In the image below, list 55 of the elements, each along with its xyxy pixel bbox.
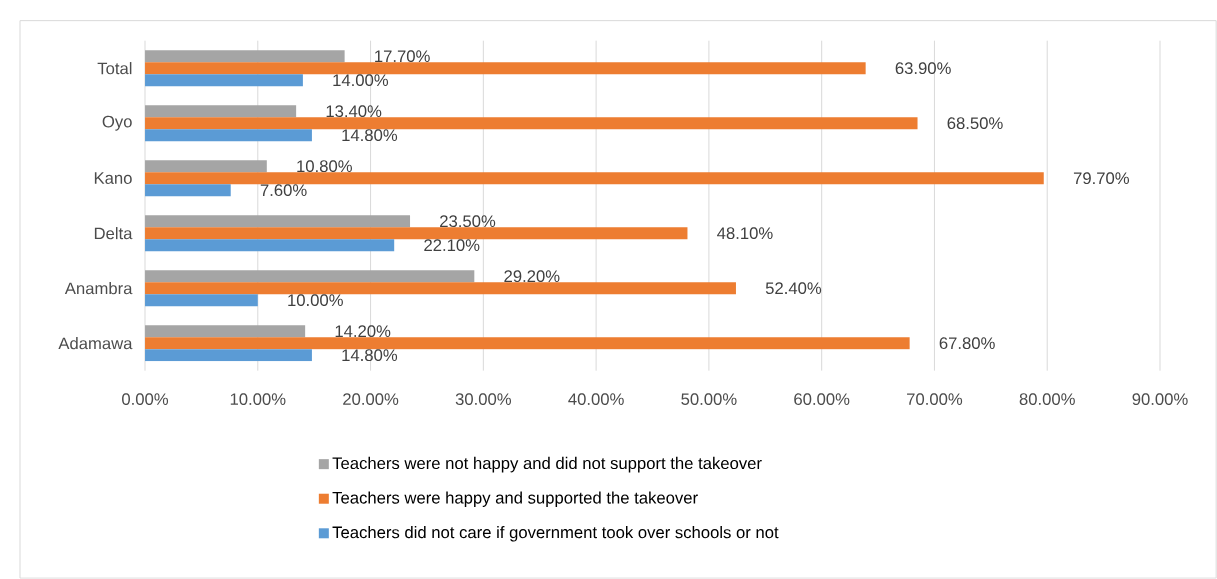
legend-label: Teachers were happy and supported the takeover: [332, 491, 698, 507]
bar: [145, 129, 312, 142]
data-label: 52.40%: [765, 282, 822, 295]
x-tick-label: 90.00%: [1132, 393, 1188, 406]
x-tick-label: 10.00%: [230, 393, 286, 406]
data-label: 48.10%: [717, 227, 773, 240]
y-tick-label: Oyo: [102, 115, 132, 131]
data-label: 22.10%: [424, 239, 480, 252]
bar: [145, 325, 306, 338]
bar: [145, 172, 1044, 185]
bar: [145, 239, 395, 252]
legend-label: Teachers did not care if government took over schools or not: [332, 526, 779, 542]
data-label: 14.80%: [342, 129, 398, 142]
data-label: 14.00%: [333, 74, 389, 87]
data-label: 13.40%: [326, 105, 382, 118]
data-label: 67.80%: [939, 337, 995, 350]
data-label: 79.70%: [1073, 172, 1130, 185]
bar: [145, 50, 345, 63]
bar: [145, 160, 267, 173]
data-label: 10.80%: [297, 160, 352, 173]
y-tick-label: Kano: [94, 172, 132, 184]
x-tick-label: 30.00%: [455, 393, 512, 406]
bar: [145, 349, 312, 362]
x-tick-label: 40.00%: [568, 393, 624, 406]
bar: [145, 282, 736, 295]
data-label: 14.20%: [335, 325, 391, 338]
x-tick-label: 0.00%: [122, 393, 169, 406]
bar: [145, 227, 688, 240]
bar: [145, 337, 910, 350]
legend-label: Teachers were not happy and did not support the takeover: [332, 456, 762, 473]
bar: [145, 117, 918, 130]
x-tick-label: 70.00%: [907, 393, 963, 406]
y-tick-label: Adamawa: [58, 337, 133, 350]
data-label: 10.00%: [288, 294, 343, 307]
data-label: 63.90%: [895, 62, 951, 75]
data-label: 23.50%: [440, 215, 496, 228]
x-tick-label: 60.00%: [794, 393, 850, 406]
bar: [145, 74, 303, 87]
y-tick-label: Anambra: [64, 282, 133, 295]
bar: [145, 270, 475, 283]
data-label: 29.20%: [504, 270, 560, 283]
bar: [145, 294, 258, 307]
y-tick-label: Delta: [94, 227, 133, 240]
bar: [145, 105, 297, 118]
data-label: 17.70%: [375, 50, 430, 63]
data-label: 7.60%: [260, 184, 307, 197]
bar: [145, 184, 231, 197]
bar: [145, 62, 866, 75]
x-tick-label: 20.00%: [343, 393, 399, 406]
data-label: 68.50%: [947, 117, 1003, 130]
x-tick-label: 50.00%: [681, 393, 737, 406]
x-tick-label: 80.00%: [1019, 393, 1075, 406]
bar: [145, 215, 411, 228]
data-label: 14.80%: [342, 349, 398, 362]
y-tick-label: Total: [97, 62, 132, 75]
